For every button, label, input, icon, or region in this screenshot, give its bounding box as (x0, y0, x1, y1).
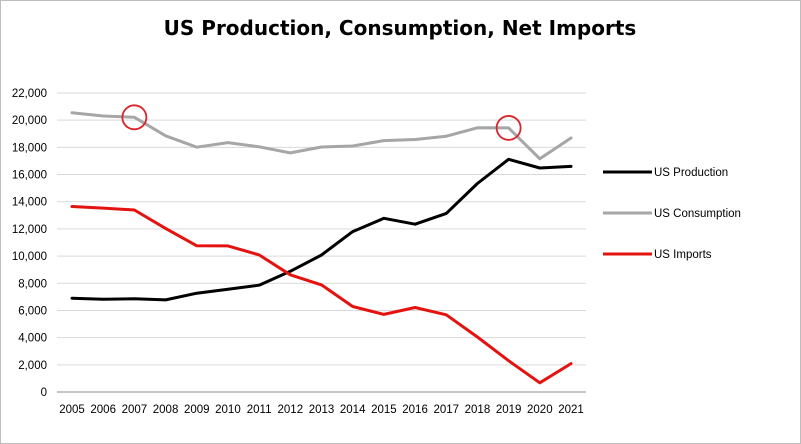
y-tick-label: 18,000 (12, 142, 47, 154)
x-tick-label: 2017 (433, 404, 459, 416)
x-tick-label: 2006 (90, 404, 116, 416)
x-tick-label: 2016 (402, 404, 428, 416)
x-tick-label: 2019 (496, 404, 522, 416)
x-axis-ticks: 2005 2006 2007 2008 2009 2010 2011 2012 2013 2014… (59, 404, 584, 416)
gridlines (57, 92, 586, 393)
x-tick-label: 2010 (215, 404, 241, 416)
annotations (121, 104, 522, 141)
legend: US Production US Consumption US Imports (603, 167, 741, 261)
y-tick-label: 8,000 (18, 278, 47, 290)
y-tick-label: 0 (41, 387, 47, 399)
x-tick-label: 2013 (309, 404, 335, 416)
legend-label: US Imports (654, 249, 712, 261)
x-tick-label: 2018 (465, 404, 491, 416)
x-tick-label: 2021 (558, 404, 584, 416)
series-line-us-consumption (70, 111, 573, 161)
y-axis-ticks: 0 2,000 4,000 6,000 8,000 10,000 12,000 14,000 1… (12, 88, 47, 399)
chart-title: US Production, Consumption, Net Imports (164, 16, 637, 40)
x-tick-label: 2009 (184, 404, 210, 416)
y-tick-label: 2,000 (18, 360, 47, 372)
series-line-us-production (70, 157, 573, 302)
x-tick-label: 2007 (122, 404, 148, 416)
x-tick-label: 2008 (153, 404, 179, 416)
y-tick-label: 22,000 (12, 88, 47, 100)
x-tick-label: 2012 (278, 404, 304, 416)
series-lines (70, 111, 573, 385)
series-line-us-imports (70, 205, 573, 385)
y-tick-label: 16,000 (12, 170, 47, 182)
x-tick-label: 2005 (59, 404, 85, 416)
x-tick-label: 2020 (527, 404, 553, 416)
x-tick-label: 2015 (371, 404, 397, 416)
highlight-circle (495, 115, 522, 141)
highlight-circle (121, 104, 148, 131)
y-tick-label: 6,000 (18, 305, 47, 317)
x-tick-label: 2011 (247, 404, 272, 416)
legend-label: US Production (654, 167, 728, 179)
legend-label: US Consumption (654, 208, 741, 220)
y-tick-label: 4,000 (18, 333, 47, 345)
y-tick-label: 10,000 (12, 251, 47, 263)
y-tick-label: 20,000 (12, 115, 47, 127)
y-tick-label: 12,000 (12, 224, 47, 236)
x-tick-label: 2014 (340, 404, 366, 416)
y-tick-label: 14,000 (12, 197, 47, 209)
